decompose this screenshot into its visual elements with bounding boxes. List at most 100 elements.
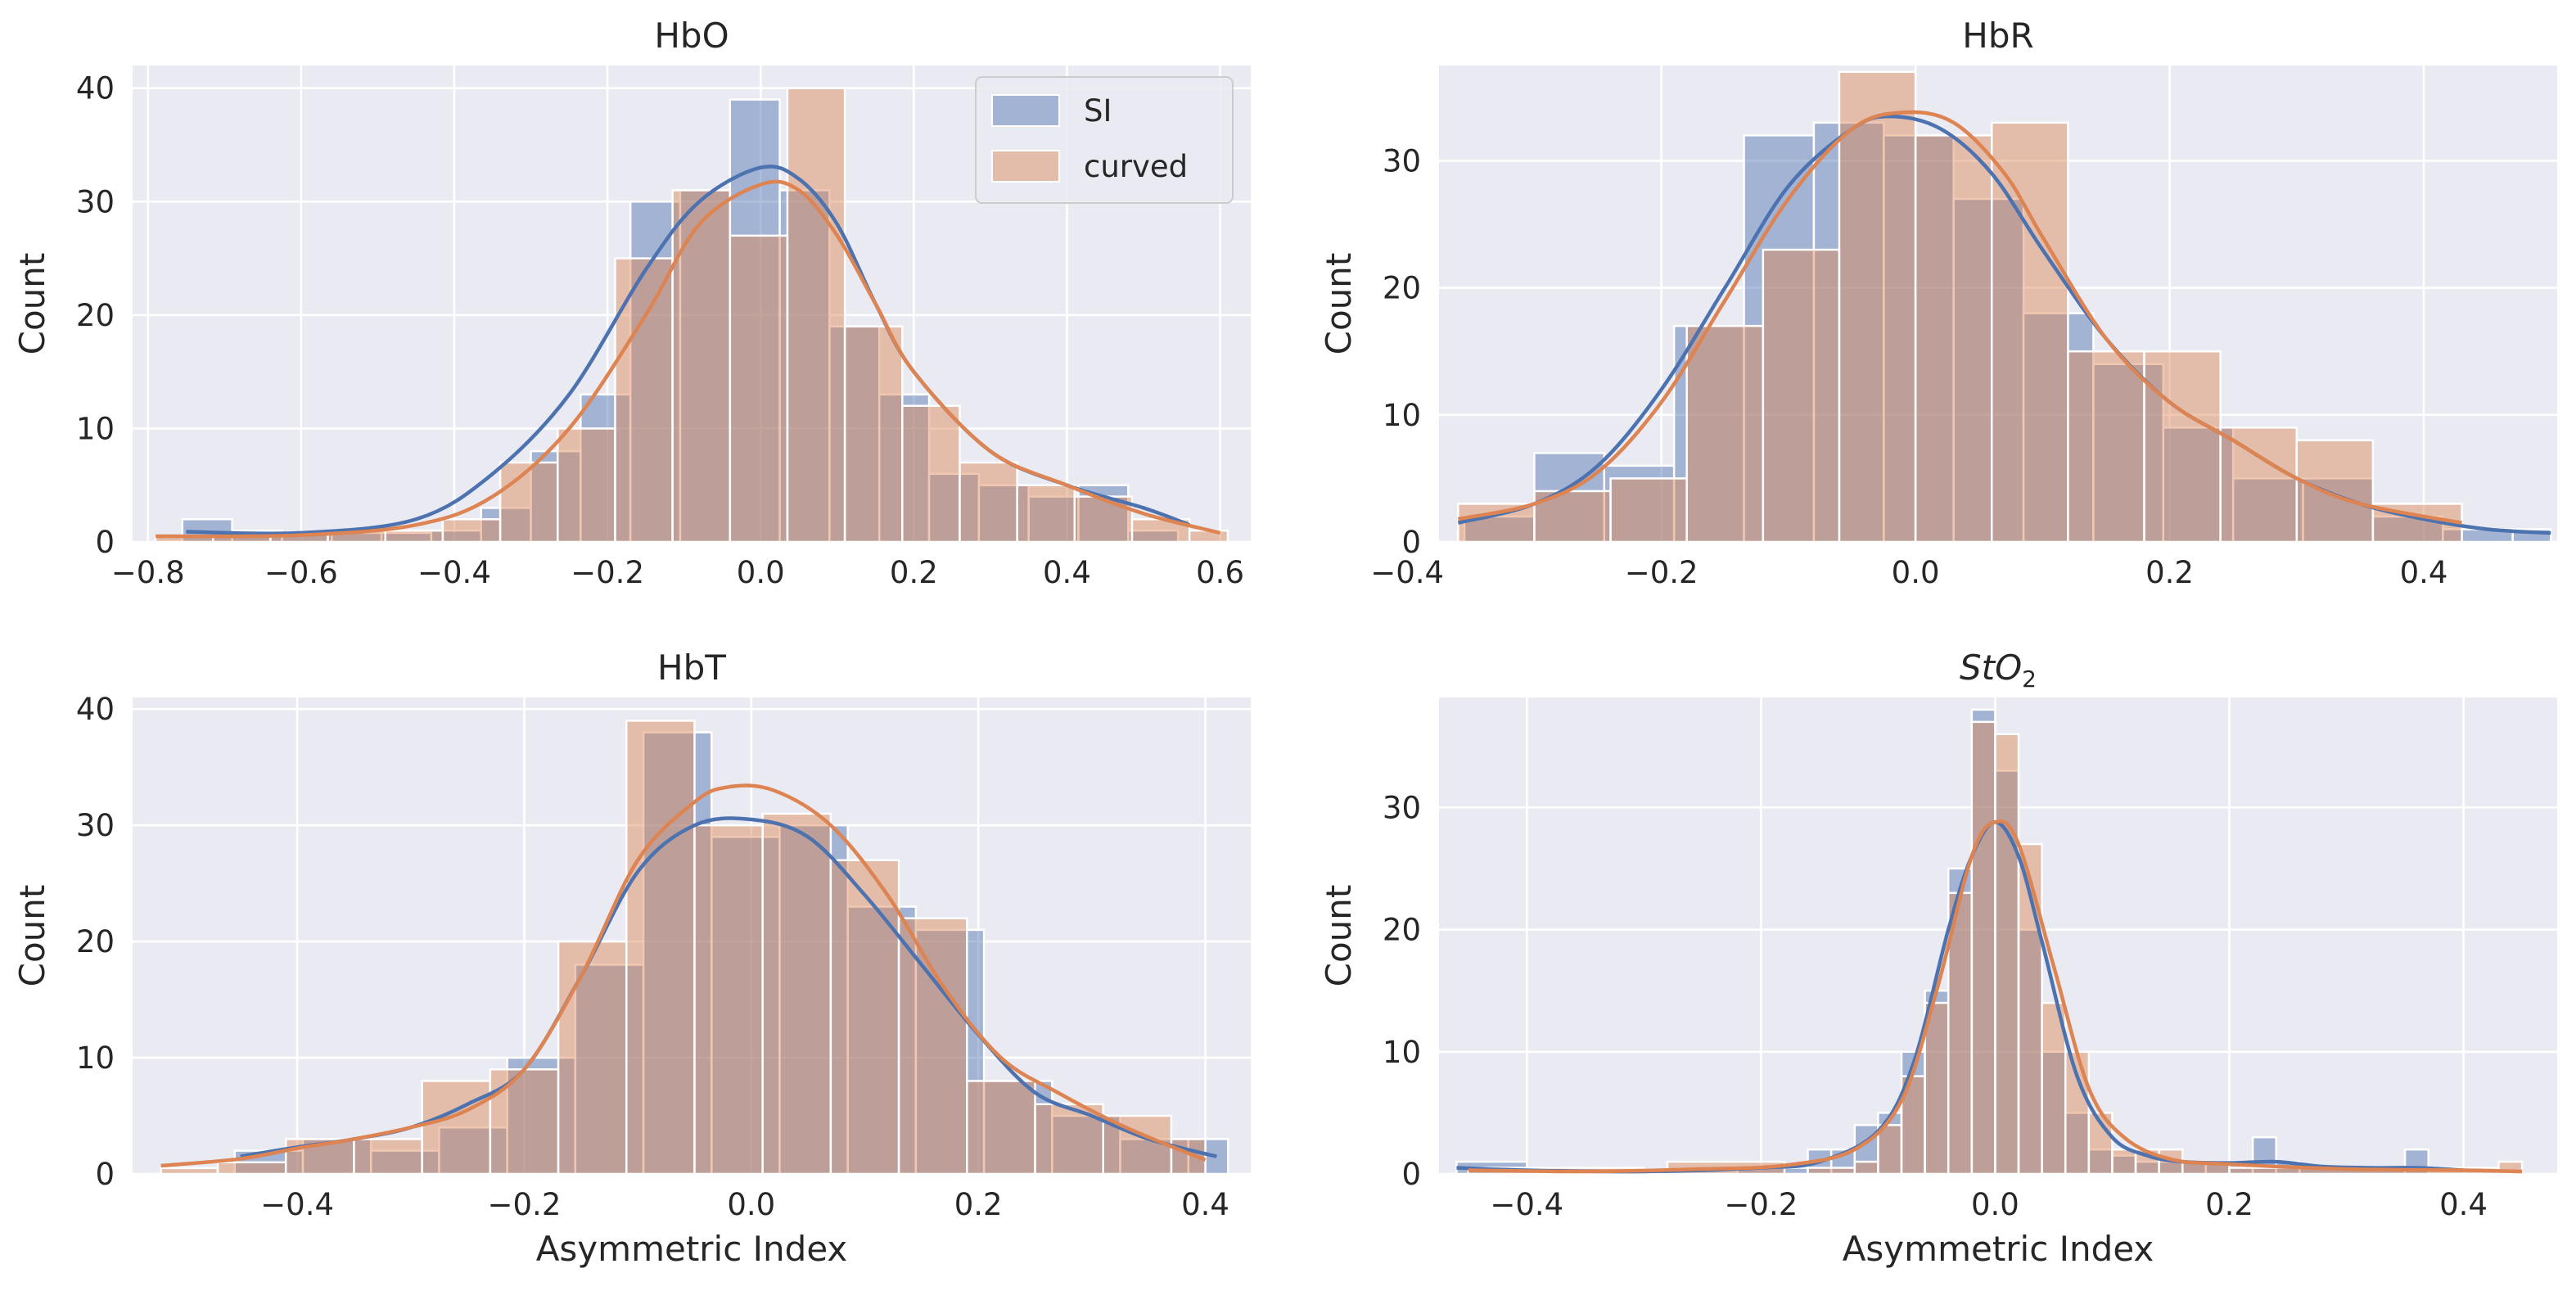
legend-label-curved: curved — [1084, 149, 1188, 184]
kde-line-curved — [160, 783, 1207, 1168]
bar-si — [2092, 363, 2165, 544]
bar-si — [1883, 134, 1955, 544]
legend: SI curved — [975, 76, 1234, 204]
y-axis-label: Count — [1319, 885, 1359, 987]
bar-curved — [1016, 484, 1076, 544]
bar-curved — [843, 325, 904, 544]
bar-curved — [1188, 529, 1229, 544]
y-tick-label: 10 — [76, 1040, 115, 1076]
x-tick-label: 0.0 — [727, 1187, 775, 1222]
x-tick-label: 0.2 — [2145, 555, 2194, 590]
x-tick-label: 0.4 — [2400, 555, 2448, 590]
y-tick-label: 10 — [1383, 398, 1421, 433]
x-tick-label: 0.0 — [737, 555, 785, 590]
bar-si — [846, 905, 918, 1176]
x-tick-label: 0.0 — [1892, 555, 1940, 590]
y-tick-label: 40 — [76, 71, 115, 106]
bar-curved — [421, 1080, 492, 1176]
x-axis-label: Asymmetric Index — [1843, 1229, 2154, 1269]
x-tick-label: −0.2 — [488, 1187, 562, 1222]
bar-curved — [1807, 1167, 1856, 1176]
bar-si — [711, 836, 781, 1176]
bar-si — [530, 449, 582, 544]
plot-background — [1439, 697, 2557, 1174]
x-tick-label: −0.2 — [1625, 555, 1699, 590]
bar-curved — [353, 1138, 423, 1176]
panel-sto2: −0.4 −0.2 0.0 0.2 0.4 0 10 20 30 StO2 Count Asymmet… — [1319, 648, 2557, 1269]
x-tick-label: −0.2 — [1724, 1187, 1798, 1222]
bar-si — [977, 484, 1030, 544]
x-tick-label: −0.2 — [571, 555, 644, 590]
bar-curved — [2111, 1148, 2137, 1176]
y-tick-label: 0 — [95, 525, 115, 560]
chart-title: HbR — [1962, 16, 2033, 56]
bar-curved — [901, 404, 961, 544]
bar-curved — [1838, 70, 1917, 544]
bar-si — [778, 824, 849, 1176]
y-tick-label: 10 — [76, 411, 115, 446]
legend-frame — [975, 76, 1234, 204]
bar-curved — [966, 1080, 1036, 1176]
y-tick-label: 40 — [76, 692, 115, 727]
bar-curved — [2064, 1050, 2091, 1176]
bar-curved — [2219, 427, 2299, 544]
bar-curved — [1924, 1001, 1950, 1176]
kde-line-curved — [156, 179, 1221, 539]
bar-curved — [1994, 733, 2020, 1176]
legend-swatch-si — [991, 94, 1060, 127]
panel-hbt: −0.4 −0.2 0.0 0.2 0.4 0 10 20 30 40 HbT Count Asymme… — [12, 648, 1251, 1269]
kde-line-curved — [1457, 110, 2462, 525]
y-tick-label: 0 — [95, 1157, 115, 1192]
bar-curved — [557, 427, 616, 544]
x-tick-label: 0.0 — [1971, 1187, 2019, 1222]
bar-curved — [489, 1068, 560, 1176]
x-axis-label: Asymmetric Index — [536, 1229, 848, 1269]
y-axis-label: Count — [12, 253, 52, 355]
bar-curved — [1914, 134, 1993, 544]
y-tick-label: 30 — [1383, 143, 1421, 178]
y-tick-label: 0 — [1401, 525, 1421, 560]
legend-label-si: SI — [1084, 93, 1112, 129]
y-tick-label: 30 — [76, 808, 115, 843]
bar-curved — [829, 859, 900, 1176]
chart-title: HbO — [654, 16, 729, 56]
bar-curved — [384, 529, 444, 544]
bar-si — [580, 393, 632, 544]
chart-title: HbT — [657, 648, 726, 688]
bar-curved — [1970, 720, 1996, 1176]
bar-si — [2017, 928, 2043, 1176]
y-tick-label: 30 — [76, 184, 115, 219]
bar-curved — [614, 257, 674, 544]
bar-curved — [1685, 324, 1765, 544]
bar-si — [574, 964, 645, 1176]
bar-curved — [216, 1161, 287, 1176]
legend-swatch-curved — [991, 150, 1060, 183]
plot-background — [1439, 65, 2557, 542]
bar-si — [2064, 1112, 2091, 1176]
x-tick-label: 0.4 — [1181, 1187, 1229, 1222]
bar-curved — [729, 234, 789, 544]
y-tick-label: 0 — [1401, 1157, 1421, 1192]
y-tick-label: 30 — [1383, 790, 1421, 825]
y-tick-label: 10 — [1383, 1035, 1421, 1070]
bar-curved — [160, 1167, 219, 1176]
bar-curved — [786, 87, 846, 544]
x-tick-label: −0.8 — [111, 555, 185, 590]
bar-curved — [671, 189, 732, 544]
bar-curved — [761, 812, 832, 1176]
x-tick-label: 0.2 — [2205, 1187, 2253, 1222]
y-axis-label: Count — [12, 885, 52, 987]
y-tick-label: 20 — [76, 298, 115, 333]
y-tick-label: 20 — [1383, 913, 1421, 948]
x-tick-label: −0.4 — [260, 1187, 334, 1222]
bar-curved — [499, 461, 559, 544]
bar-curved — [1853, 1160, 1879, 1176]
y-tick-label: 20 — [76, 924, 115, 959]
bar-curved — [1947, 891, 1974, 1176]
bar-si — [1743, 134, 1816, 544]
bar-curved — [2067, 350, 2145, 544]
x-tick-label: −0.6 — [264, 555, 338, 590]
panel-hbr: −0.4 −0.2 0.0 0.2 0.4 0 10 20 30 HbR Count — [1319, 16, 2557, 590]
bar-curved — [2143, 350, 2222, 544]
